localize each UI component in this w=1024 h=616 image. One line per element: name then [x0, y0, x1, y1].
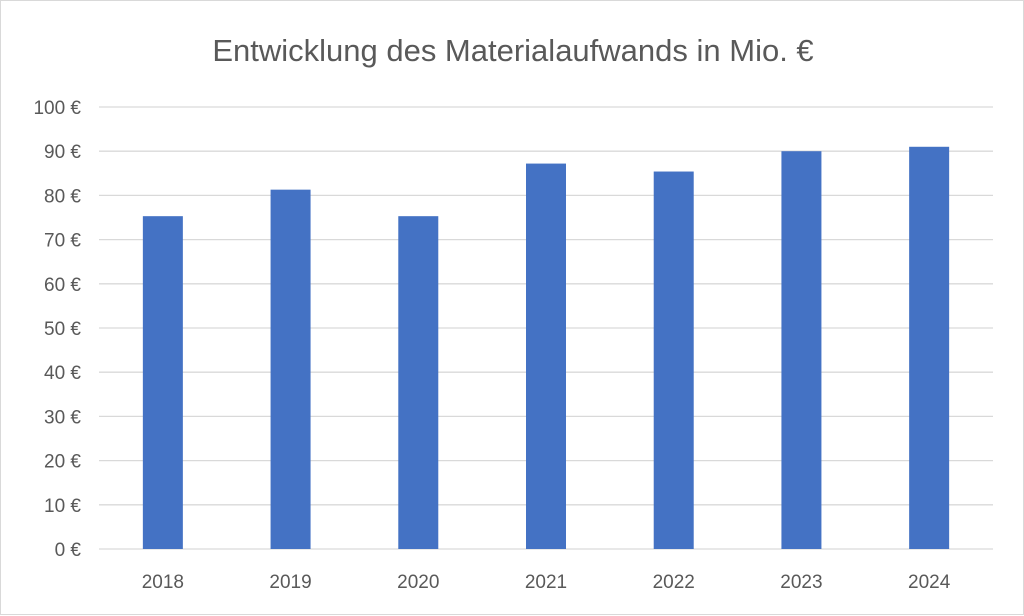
- x-tick-label: 2023: [780, 572, 822, 593]
- x-tick-label: 2022: [653, 572, 695, 593]
- y-tick-label: 10 €: [44, 496, 81, 517]
- bar-2020: [398, 216, 439, 549]
- bar-2018: [142, 216, 183, 549]
- y-axis-ticks: 0 € 10 € 20 € 30 € 40 € 50 € 60 € 70 € 80 € 90 € 1…: [33, 98, 81, 561]
- x-tick-label: 2024: [908, 572, 951, 593]
- y-tick-label: 50 €: [44, 319, 81, 340]
- bars: [142, 146, 950, 550]
- chart-title: Entwicklung des Materialaufwands in Mio.…: [212, 33, 813, 68]
- x-tick-label: 2018: [142, 572, 184, 593]
- x-tick-label: 2019: [269, 572, 311, 593]
- x-axis-ticks: 2018 2019 2020 2021 2022 2023 2024: [142, 572, 951, 593]
- bar-2023: [781, 151, 822, 549]
- bar-2024: [909, 146, 950, 549]
- y-tick-label: 100 €: [33, 98, 81, 119]
- x-tick-label: 2020: [397, 572, 439, 593]
- y-tick-label: 40 €: [44, 363, 81, 384]
- bar-2022: [653, 171, 694, 550]
- bar-2019: [270, 189, 311, 550]
- y-tick-label: 20 €: [44, 452, 81, 473]
- y-tick-label: 80 €: [44, 186, 81, 207]
- x-tick-label: 2021: [525, 572, 567, 593]
- bar-2021: [526, 163, 566, 550]
- y-tick-label: 30 €: [44, 407, 81, 428]
- y-tick-label: 0 €: [55, 540, 82, 561]
- y-tick-label: 90 €: [44, 142, 81, 163]
- y-tick-label: 70 €: [44, 231, 81, 252]
- y-tick-label: 60 €: [44, 275, 81, 296]
